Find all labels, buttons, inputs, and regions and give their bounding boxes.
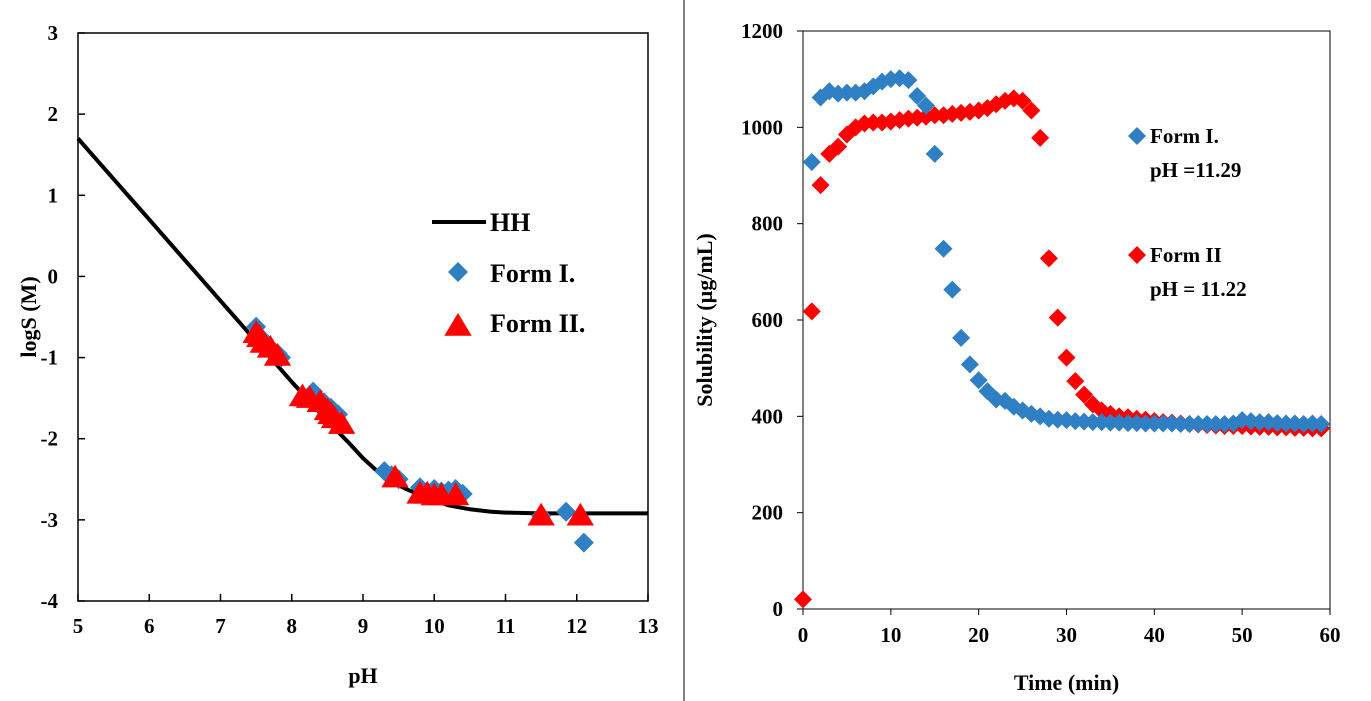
- form1-point: [943, 280, 962, 299]
- form1-point: [969, 371, 988, 390]
- form2-point: [381, 464, 409, 488]
- form2-point: [566, 502, 594, 526]
- form2-point: [1013, 91, 1032, 110]
- x-tick-label: 0: [798, 623, 809, 647]
- form2-point: [1039, 249, 1058, 268]
- legend-hh-label: HH: [490, 208, 530, 237]
- y-tick-label: 0: [48, 264, 59, 288]
- form1-point: [1312, 415, 1331, 434]
- form1-point: [925, 144, 944, 163]
- x-tick-label: 20: [968, 623, 989, 647]
- y-tick-label: -1: [41, 346, 59, 370]
- x-tick-label: 10: [424, 614, 445, 638]
- y-tick-label: 800: [752, 212, 784, 236]
- form2-point: [802, 302, 821, 321]
- legend-form1-swatch: [1128, 127, 1146, 145]
- legend-form2-swatch: [1128, 246, 1146, 264]
- form2-point: [441, 482, 470, 506]
- form2-point: [1057, 348, 1076, 367]
- form2-point: [327, 411, 356, 434]
- form2-point: [829, 137, 848, 156]
- form2-point: [811, 176, 830, 195]
- x-tick-label: 30: [1056, 623, 1077, 647]
- x-tick-label: 60: [1320, 623, 1341, 647]
- x-tick-label: 11: [496, 614, 516, 638]
- form1-point: [556, 501, 577, 522]
- x-tick-label: 5: [73, 614, 84, 638]
- form1-point: [960, 355, 979, 374]
- y-tick-label: 200: [752, 501, 784, 525]
- x-tick-label: 8: [287, 614, 298, 638]
- x-tick-label: 40: [1144, 623, 1165, 647]
- y-tick-label: 1000: [741, 115, 783, 139]
- x-tick-label: 7: [215, 614, 226, 638]
- legend: HH Form I. Form II.: [432, 208, 585, 338]
- legend-form1-label: Form I.: [490, 259, 575, 288]
- form2-point: [1066, 372, 1085, 391]
- y-tick-label: -4: [41, 589, 59, 613]
- y-axis-label: logS (M): [16, 276, 41, 357]
- form1-point: [908, 87, 927, 106]
- x-tick-label: 12: [566, 614, 587, 638]
- form2-point: [527, 502, 555, 526]
- x-axis-label: pH: [348, 663, 377, 688]
- legend-form2-label: Form II.: [490, 309, 585, 338]
- form2-point: [794, 590, 812, 609]
- form1-point: [934, 239, 953, 258]
- x-tick-label: 6: [144, 614, 155, 638]
- chart-right: 0 10 20 30 40 50 60 1200 1000 800 600 400 200 0 Time (…: [692, 19, 1341, 695]
- x-tick-label: 13: [638, 614, 659, 638]
- x-tick-label: 9: [358, 614, 369, 638]
- legend-form1-label: Form I.: [1150, 124, 1219, 148]
- legend-form2-ph: pH = 11.22: [1150, 277, 1247, 301]
- form1-point: [952, 328, 971, 347]
- y-tick-label: 600: [752, 308, 784, 332]
- form2-point: [1075, 385, 1094, 404]
- y-tick-label: 1: [48, 183, 59, 207]
- y-tick-label: -3: [41, 508, 59, 532]
- y-tick-label: 2: [48, 102, 59, 126]
- form1-point: [916, 96, 935, 115]
- form1-point: [899, 71, 918, 90]
- legend-form2-label: Form II: [1150, 243, 1222, 267]
- form2-point: [1048, 308, 1067, 327]
- x-axis-label: Time (min): [1014, 670, 1119, 695]
- form2-point: [263, 342, 292, 366]
- x-tick-label: 50: [1232, 623, 1253, 647]
- form2-point: [1022, 101, 1041, 120]
- form1-point: [802, 153, 821, 172]
- y-tick-label: 400: [752, 404, 784, 428]
- form1-point: [573, 532, 594, 553]
- form1-point: [1013, 401, 1032, 420]
- y-tick-label: -2: [41, 427, 59, 451]
- legend-form2-swatch: [444, 313, 472, 336]
- y-tick-label: 1200: [741, 19, 783, 43]
- y-axis-label: Solubility (µg/mL): [692, 233, 717, 406]
- legend: Form I. pH =11.29 Form II pH = 11.22: [1128, 124, 1247, 301]
- legend-form1-ph: pH =11.29: [1150, 158, 1241, 182]
- y-tick-label: 3: [48, 21, 59, 45]
- form2-point: [1031, 128, 1050, 147]
- x-tick-label: 10: [880, 623, 901, 647]
- legend-form1-swatch: [448, 262, 468, 282]
- y-tick-label: 0: [773, 597, 784, 621]
